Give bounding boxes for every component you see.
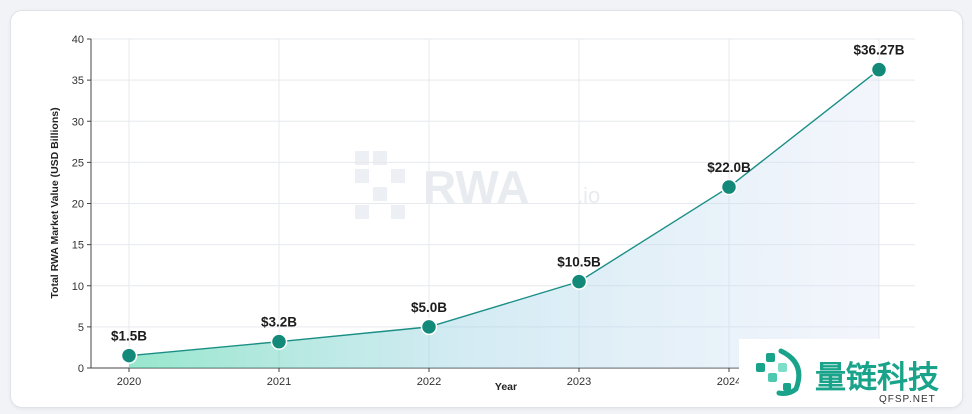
watermark-text: RWA [423, 161, 530, 213]
y-axis-title: Total RWA Market Value (USD Billions) [49, 107, 61, 298]
y-tick-label: 30 [72, 116, 84, 128]
y-tick-label: 40 [72, 34, 84, 46]
data-point [870, 61, 888, 78]
data-label: $22.0B [707, 160, 751, 175]
data-point [570, 273, 588, 290]
x-tick-label: 2023 [567, 376, 591, 388]
rwa-logo-icon [355, 151, 405, 219]
watermark-suffix: .io [577, 183, 600, 208]
brand-logo: 量链科技 QFSP.NET [739, 339, 962, 407]
chart-card: RWA .io $1.5B $3.2B $5.0B $10.5B $22.0B $36.2… [10, 10, 963, 408]
brand-site: QFSP.NET [879, 394, 936, 405]
y-tick-label: 15 [72, 240, 84, 252]
data-point [720, 178, 738, 196]
data-label: $5.0B [411, 300, 447, 315]
data-label: $10.5B [557, 255, 601, 270]
data-point [420, 318, 438, 336]
brand-logo-icon [756, 348, 802, 396]
data-points [120, 61, 888, 364]
x-tick-label: 2021 [267, 376, 291, 388]
data-labels: $1.5B $3.2B $5.0B $10.5B $22.0B $36.27B [111, 43, 905, 344]
series-line [128, 69, 880, 357]
rwa-market-chart: RWA .io $1.5B $3.2B $5.0B $10.5B $22.0B $36.2… [49, 34, 962, 407]
x-tick-label: 2020 [117, 376, 141, 388]
data-label: $3.2B [261, 315, 297, 330]
data-label: $36.27B [853, 43, 904, 58]
rwa-watermark: RWA .io [355, 151, 600, 219]
y-tick-label: 5 [78, 322, 84, 334]
x-tick-label: 2022 [417, 376, 441, 388]
data-point [120, 347, 138, 364]
y-tick-label: 20 [72, 199, 84, 211]
data-point [270, 333, 288, 350]
x-tick-labels: 2020 2021 2022 2023 2024 [117, 376, 741, 388]
y-tick-labels: 0 5 10 15 20 25 30 35 40 [72, 34, 84, 375]
y-tick-label: 0 [78, 363, 84, 375]
y-tick-label: 10 [72, 281, 84, 293]
data-label: $1.5B [111, 329, 147, 344]
y-tick-label: 25 [72, 157, 84, 169]
x-tick-label: 2024 [717, 376, 741, 388]
x-axis-title: Year [495, 381, 517, 393]
brand-name: 量链科技 [815, 360, 939, 396]
area-fill [129, 69, 879, 368]
y-tick-label: 35 [72, 75, 84, 87]
